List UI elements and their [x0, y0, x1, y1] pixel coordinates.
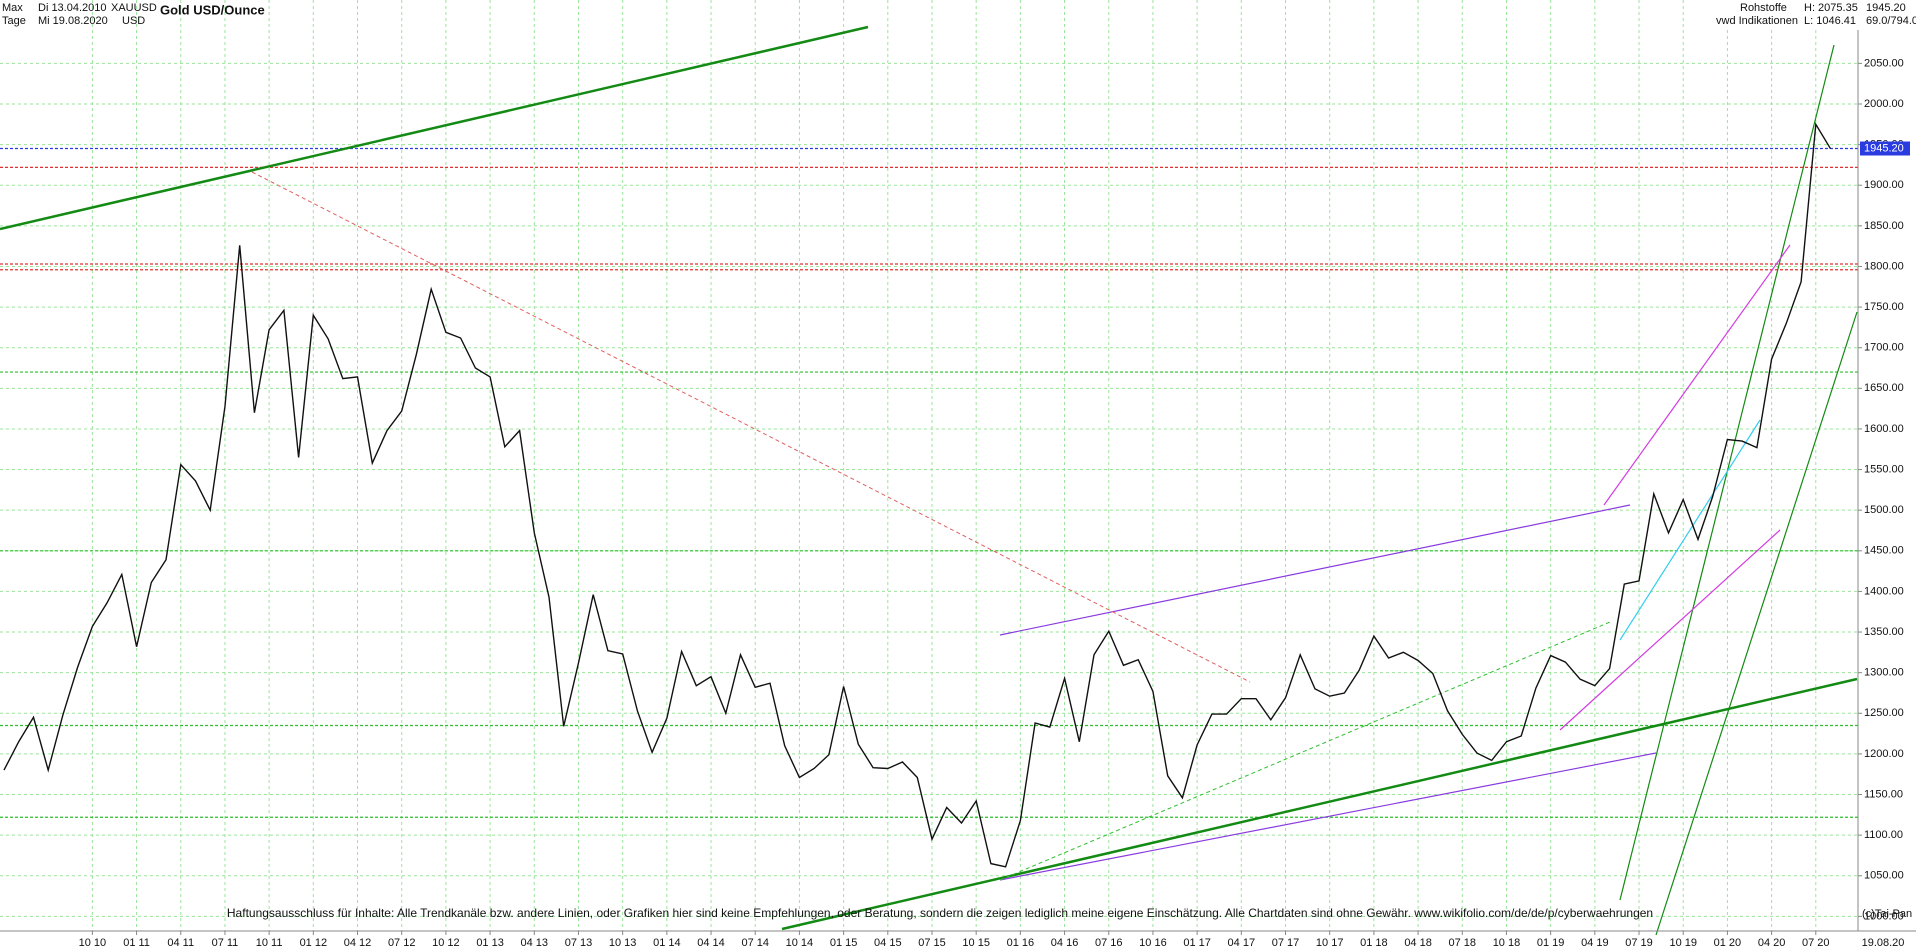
x-tick-label: 04 11 — [167, 937, 194, 949]
x-tick-label: 07 13 — [565, 937, 593, 949]
x-tick-label: 01 14 — [653, 937, 681, 949]
end-date-label: 19.08.20 — [1862, 937, 1905, 949]
range: Max — [2, 2, 23, 14]
x-tick-label: 07 14 — [741, 937, 769, 949]
x-tick-label: 04 13 — [521, 937, 549, 949]
x-tick-label: 01 12 — [300, 937, 328, 949]
y-tick-label: 1100.00 — [1864, 829, 1903, 841]
trend-line — [1603, 244, 1791, 506]
x-tick-label: 10 14 — [786, 937, 814, 949]
x-tick-label: 10 18 — [1493, 937, 1521, 949]
x-tick-label: 07 18 — [1449, 937, 1477, 949]
last-price: 1945.20 — [1866, 2, 1906, 14]
x-tick-label: 04 12 — [344, 937, 372, 949]
x-tick-label: 07 11 — [212, 937, 239, 949]
y-tick-label: 1900.00 — [1864, 179, 1904, 191]
x-tick-label: 10 16 — [1139, 937, 1167, 949]
source: vwd Indikationen — [1716, 15, 1798, 27]
y-tick-label: 1850.00 — [1864, 220, 1904, 232]
x-tick-label: 10 19 — [1669, 937, 1697, 949]
price-marker-label: 1945.20 — [1864, 142, 1904, 154]
disclaimer: Haftungsausschluss für Inhalte: Alle Tre… — [227, 906, 1653, 920]
trend-line — [1655, 311, 1858, 936]
x-tick-label: 10 12 — [432, 937, 460, 949]
x-tick-label: 04 16 — [1051, 937, 1079, 949]
symbol: XAUUSD — [111, 2, 157, 14]
y-tick-label: 1050.00 — [1864, 870, 1904, 882]
trend-line — [999, 752, 1657, 881]
trend-line — [251, 171, 1251, 683]
copyright: (c)Tai-Pan — [1862, 908, 1912, 920]
x-tick-label: 01 17 — [1183, 937, 1211, 949]
trend-line — [999, 504, 1631, 636]
x-tick-label: 07 20 — [1802, 937, 1830, 949]
grid — [0, 0, 1858, 931]
y-tick-label: 1750.00 — [1864, 301, 1904, 313]
counts: 69.0/794.0 — [1866, 15, 1916, 27]
x-tick-label: 01 11 — [123, 937, 150, 949]
x-tick-label: 10 15 — [962, 937, 990, 949]
low: L: 1046.41 — [1804, 15, 1856, 27]
trend-line — [781, 677, 1858, 931]
y-tick-label: 1550.00 — [1864, 463, 1904, 475]
header: Max Di 13.04.2010 Tage Mi 19.08.2020 XAU… — [2, 0, 1916, 30]
price-marker — [1860, 141, 1910, 156]
x-tick-label: 07 17 — [1272, 937, 1300, 949]
x-tick-label: 10 17 — [1316, 937, 1344, 949]
x-tick-label: 04 15 — [874, 937, 902, 949]
trend-line — [1559, 529, 1781, 731]
x-tick-label: 07 19 — [1625, 937, 1653, 949]
x-tick-label: 07 16 — [1095, 937, 1123, 949]
x-tick-label: 10 11 — [256, 937, 283, 949]
axes: 1000.00 1050.00 1100.00 1150.00 1200.00 1250.… — [79, 57, 1910, 949]
y-tick-label: 1450.00 — [1864, 545, 1904, 557]
x-tick-label: 01 13 — [476, 937, 504, 949]
y-tick-label: 1600.00 — [1864, 423, 1904, 435]
category: Rohstoffe — [1740, 2, 1787, 14]
y-tick-label: 1700.00 — [1864, 342, 1904, 354]
y-tick-label: 1500.00 — [1864, 504, 1904, 516]
x-tick-label: 01 20 — [1714, 937, 1742, 949]
chart-title: Gold USD/Ounce — [160, 2, 265, 17]
start-date: Di 13.04.2010 — [38, 2, 107, 14]
trend-line — [0, 25, 869, 231]
trend-line — [1619, 419, 1761, 641]
price-line — [3, 122, 1832, 868]
y-tick-label: 2000.00 — [1864, 98, 1904, 110]
y-tick-label: 1150.00 — [1864, 788, 1903, 800]
x-tick-label: 01 18 — [1360, 937, 1388, 949]
info-box — [1710, 0, 1916, 30]
high: H: 2075.35 — [1804, 2, 1858, 14]
y-tick-label: 1250.00 — [1864, 707, 1904, 719]
y-tick-label: 1400.00 — [1864, 585, 1904, 597]
y-tick-label: 1800.00 — [1864, 260, 1904, 272]
x-tick-label: 01 16 — [1007, 937, 1035, 949]
interval: Tage — [2, 15, 26, 27]
x-tick-label: 10 10 — [79, 937, 107, 949]
end-date: Mi 19.08.2020 — [38, 15, 108, 27]
y-tick-label: 1000.00 — [1864, 910, 1904, 922]
x-tick-label: 10 13 — [609, 937, 637, 949]
x-tick-label: 04 20 — [1758, 937, 1786, 949]
price-plot — [3, 122, 1832, 868]
y-tick-label: 1300.00 — [1864, 667, 1904, 679]
y-tick-label: 2050.00 — [1864, 57, 1904, 69]
currency: USD — [122, 15, 145, 27]
y-tick-label: 1350.00 — [1864, 626, 1904, 638]
y-tick-label: 1200.00 — [1864, 748, 1904, 760]
x-tick-label: 04 14 — [697, 937, 725, 949]
x-tick-label: 04 19 — [1581, 937, 1609, 949]
trend-lines — [0, 25, 1858, 936]
y-tick-label: 1650.00 — [1864, 382, 1904, 394]
x-tick-label: 01 19 — [1537, 937, 1565, 949]
x-tick-label: 07 15 — [918, 937, 946, 949]
x-tick-label: 04 18 — [1404, 937, 1432, 949]
x-tick-label: 04 17 — [1228, 937, 1256, 949]
x-tick-label: 01 15 — [830, 937, 858, 949]
trend-line — [999, 621, 1611, 881]
x-tick-label: 07 12 — [388, 937, 416, 949]
